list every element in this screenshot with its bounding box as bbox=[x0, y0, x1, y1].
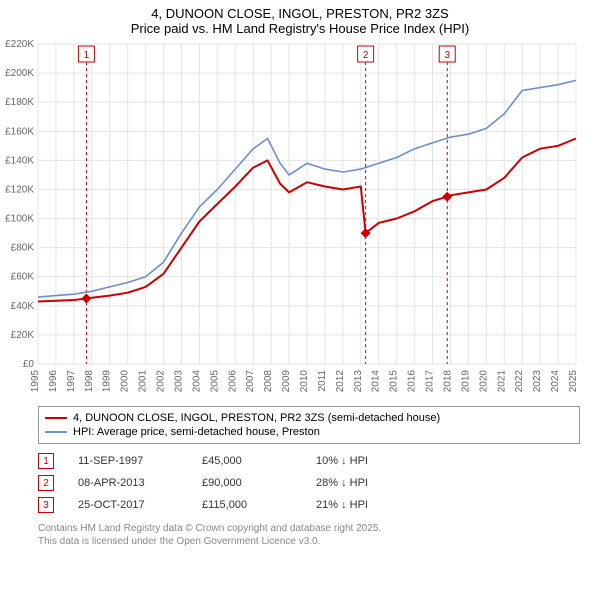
svg-text:2013: 2013 bbox=[353, 370, 364, 393]
svg-text:£220K: £220K bbox=[5, 40, 34, 50]
sales-row: 3 25-OCT-2017 £115,000 21% ↓ HPI bbox=[38, 494, 580, 516]
svg-text:£60K: £60K bbox=[11, 272, 35, 283]
sales-row: 2 08-APR-2013 £90,000 28% ↓ HPI bbox=[38, 472, 580, 494]
svg-text:2022: 2022 bbox=[514, 370, 525, 393]
svg-text:£120K: £120K bbox=[5, 184, 34, 195]
svg-text:2016: 2016 bbox=[407, 370, 418, 393]
legend: 4, DUNOON CLOSE, INGOL, PRESTON, PR2 3ZS… bbox=[38, 406, 580, 444]
svg-text:2024: 2024 bbox=[550, 370, 561, 393]
svg-text:2002: 2002 bbox=[156, 370, 167, 393]
svg-text:£40K: £40K bbox=[11, 301, 35, 312]
svg-text:2004: 2004 bbox=[191, 370, 202, 393]
sale-date: 25-OCT-2017 bbox=[78, 499, 178, 511]
svg-text:2008: 2008 bbox=[263, 370, 274, 393]
svg-text:2001: 2001 bbox=[138, 370, 149, 393]
svg-text:2017: 2017 bbox=[425, 370, 436, 393]
chart-title-line1: 4, DUNOON CLOSE, INGOL, PRESTON, PR2 3ZS bbox=[0, 0, 600, 21]
sale-delta: 28% ↓ HPI bbox=[316, 477, 368, 489]
legend-item-property: 4, DUNOON CLOSE, INGOL, PRESTON, PR2 3ZS… bbox=[45, 411, 573, 425]
sale-date: 11-SEP-1997 bbox=[78, 455, 178, 467]
svg-text:£80K: £80K bbox=[11, 243, 35, 254]
svg-text:2005: 2005 bbox=[209, 370, 220, 393]
legend-label-hpi: HPI: Average price, semi-detached house,… bbox=[73, 426, 320, 438]
svg-text:2006: 2006 bbox=[227, 370, 238, 393]
sale-date: 08-APR-2013 bbox=[78, 477, 178, 489]
svg-text:2014: 2014 bbox=[371, 370, 382, 393]
sale-marker-icon: 2 bbox=[38, 475, 54, 491]
chart-plot: £0 £20K £40K £60K £80K £100K £120K £140K £160K £1… bbox=[0, 40, 580, 400]
svg-text:1996: 1996 bbox=[48, 370, 59, 393]
chart-container: 4, DUNOON CLOSE, INGOL, PRESTON, PR2 3ZS… bbox=[0, 0, 600, 590]
svg-text:1997: 1997 bbox=[66, 370, 77, 393]
sales-row: 1 11-SEP-1997 £45,000 10% ↓ HPI bbox=[38, 450, 580, 472]
legend-label-property: 4, DUNOON CLOSE, INGOL, PRESTON, PR2 3ZS… bbox=[73, 412, 440, 424]
sale-price: £45,000 bbox=[202, 455, 292, 467]
svg-text:2025: 2025 bbox=[568, 370, 579, 393]
svg-text:£20K: £20K bbox=[11, 330, 35, 341]
svg-text:£0: £0 bbox=[23, 359, 35, 370]
svg-text:£200K: £200K bbox=[5, 68, 34, 79]
svg-text:2015: 2015 bbox=[389, 370, 400, 393]
sale-price: £115,000 bbox=[202, 499, 292, 511]
svg-text:2019: 2019 bbox=[460, 370, 471, 393]
sale-delta: 21% ↓ HPI bbox=[316, 499, 368, 511]
sale-price: £90,000 bbox=[202, 477, 292, 489]
svg-text:2021: 2021 bbox=[496, 370, 507, 393]
svg-text:2007: 2007 bbox=[245, 370, 256, 393]
footnote: Contains HM Land Registry data © Crown c… bbox=[38, 522, 580, 548]
svg-text:2011: 2011 bbox=[317, 370, 328, 392]
svg-text:2: 2 bbox=[363, 50, 369, 61]
sale-delta: 10% ↓ HPI bbox=[316, 455, 368, 467]
svg-text:1: 1 bbox=[84, 50, 90, 61]
svg-text:2003: 2003 bbox=[173, 370, 184, 393]
sales-table: 1 11-SEP-1997 £45,000 10% ↓ HPI 2 08-APR-2013… bbox=[38, 450, 580, 516]
svg-text:1995: 1995 bbox=[30, 370, 41, 393]
svg-text:1998: 1998 bbox=[84, 370, 95, 393]
svg-text:2023: 2023 bbox=[532, 370, 543, 393]
sale-marker-icon: 1 bbox=[38, 453, 54, 469]
svg-text:2000: 2000 bbox=[120, 370, 131, 393]
svg-text:£160K: £160K bbox=[5, 126, 34, 137]
svg-text:2009: 2009 bbox=[281, 370, 292, 393]
svg-text:2012: 2012 bbox=[335, 370, 346, 393]
svg-text:2010: 2010 bbox=[299, 370, 310, 393]
svg-text:£100K: £100K bbox=[5, 214, 34, 225]
svg-text:2020: 2020 bbox=[478, 370, 489, 393]
sale-marker-icon: 3 bbox=[38, 497, 54, 513]
svg-text:3: 3 bbox=[444, 50, 450, 61]
svg-text:£180K: £180K bbox=[5, 97, 34, 108]
legend-item-hpi: HPI: Average price, semi-detached house,… bbox=[45, 425, 573, 439]
chart-title-line2: Price paid vs. HM Land Registry's House … bbox=[0, 21, 600, 40]
legend-swatch-hpi bbox=[45, 431, 67, 433]
svg-text:1999: 1999 bbox=[102, 370, 113, 393]
svg-text:£140K: £140K bbox=[5, 155, 34, 166]
svg-text:2018: 2018 bbox=[442, 370, 453, 393]
legend-swatch-property bbox=[45, 417, 67, 419]
